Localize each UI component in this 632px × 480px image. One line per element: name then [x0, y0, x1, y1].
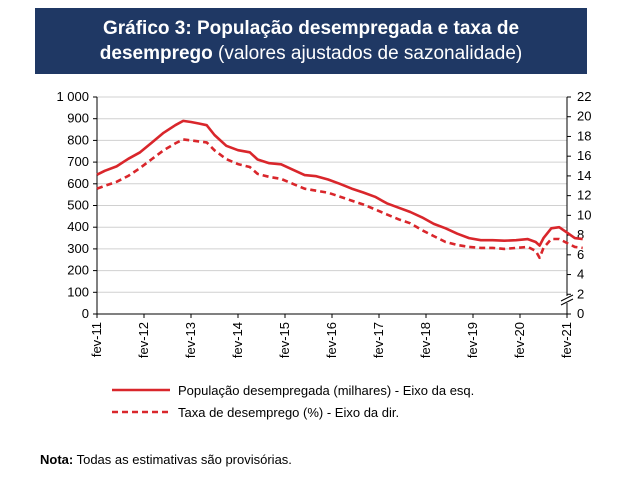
chart-title-bold-word: desemprego	[99, 43, 213, 64]
left-axis-ticks: 0 100 200 300 400 500 600 700 800 900 1 000	[56, 89, 98, 321]
right-axis-tick-label: 20	[577, 109, 591, 124]
chart-title-qualifier: (valores ajustados de sazonalidade)	[212, 43, 523, 64]
right-axis-tick-label: 8	[577, 227, 584, 242]
right-axis-tick-label: 18	[577, 128, 591, 143]
right-axis-tick-label: 2	[577, 286, 584, 301]
note-label: Nota:	[40, 452, 74, 467]
x-axis-tick-label: fev-15	[277, 322, 292, 358]
left-axis-tick-label: 600	[67, 176, 89, 191]
right-axis-ticks: 0 2 4 6 8 10 12 14 16 18 20 22	[560, 89, 591, 321]
x-axis-tick-label: fev-13	[183, 322, 198, 358]
axis-break-mark	[560, 298, 574, 306]
x-axis-tick-label: fev-14	[230, 322, 245, 358]
x-axis-tick-label: fev-11	[89, 322, 104, 357]
x-axis-tick-label: fev-21	[559, 322, 574, 358]
axis-break-mark	[560, 294, 574, 302]
note-text: Todas as estimativas são provisórias.	[73, 452, 292, 467]
x-axis-tick-label: fev-12	[136, 322, 151, 358]
left-axis-tick-label: 300	[67, 241, 89, 256]
right-axis-tick-label: 10	[577, 207, 591, 222]
series-layer	[96, 119, 583, 260]
left-axis-tick-label: 700	[67, 154, 89, 169]
right-axis-tick-label: 6	[577, 247, 584, 262]
right-axis-tick-label: 0	[577, 306, 584, 321]
gridlines	[97, 96, 567, 315]
x-axis-tick-label: fev-20	[512, 322, 527, 358]
left-axis-tick-label: 200	[67, 263, 89, 278]
left-axis-tick-label: 100	[67, 284, 89, 299]
right-axis-tick-label: 16	[577, 148, 591, 163]
series-line-unemployment-rate	[96, 138, 583, 260]
left-axis-tick-label: 0	[82, 306, 89, 321]
x-axis-ticks: fev-11 fev-12 fev-13 fev-14 fev-15 fev-16 fev-…	[89, 313, 574, 358]
series-line-unemployed-population	[96, 119, 583, 247]
chart-subtitle: desemprego (valores ajustados de sazonal…	[35, 41, 587, 66]
legend-label: População desempregada (milhares) - Eixo…	[178, 383, 474, 398]
left-axis-tick-label: 1 000	[56, 89, 89, 104]
chart-title-banner: Gráfico 3: População desempregada e taxa…	[35, 8, 587, 74]
x-axis-tick-label: fev-16	[324, 322, 339, 358]
legend-label: Taxa de desemprego (%) - Eixo da dir.	[178, 405, 399, 420]
left-axis-tick-label: 800	[67, 132, 89, 147]
footnote: Nota: Todas as estimativas são provisóri…	[40, 452, 292, 467]
right-axis-tick-label: 12	[577, 188, 591, 203]
x-axis-tick-label: fev-19	[465, 322, 480, 358]
right-axis-tick-label: 22	[577, 89, 591, 104]
axis-break-gap	[561, 296, 573, 303]
left-axis-tick-label: 400	[67, 219, 89, 234]
x-axis-tick-label: fev-18	[418, 322, 433, 358]
line-chart: 0 100 200 300 400 500 600 700 800 900 1 000 0 2 4 6 8 1…	[56, 89, 591, 420]
x-axis-tick-label: fev-17	[371, 322, 386, 358]
right-axis-tick-label: 14	[577, 168, 591, 183]
left-axis-tick-label: 500	[67, 198, 89, 213]
left-axis-tick-label: 900	[67, 111, 89, 126]
right-axis-tick-label: 4	[577, 267, 584, 282]
legend: População desempregada (milhares) - Eixo…	[112, 383, 474, 420]
chart-title: Gráfico 3: População desempregada e taxa…	[102, 18, 520, 39]
